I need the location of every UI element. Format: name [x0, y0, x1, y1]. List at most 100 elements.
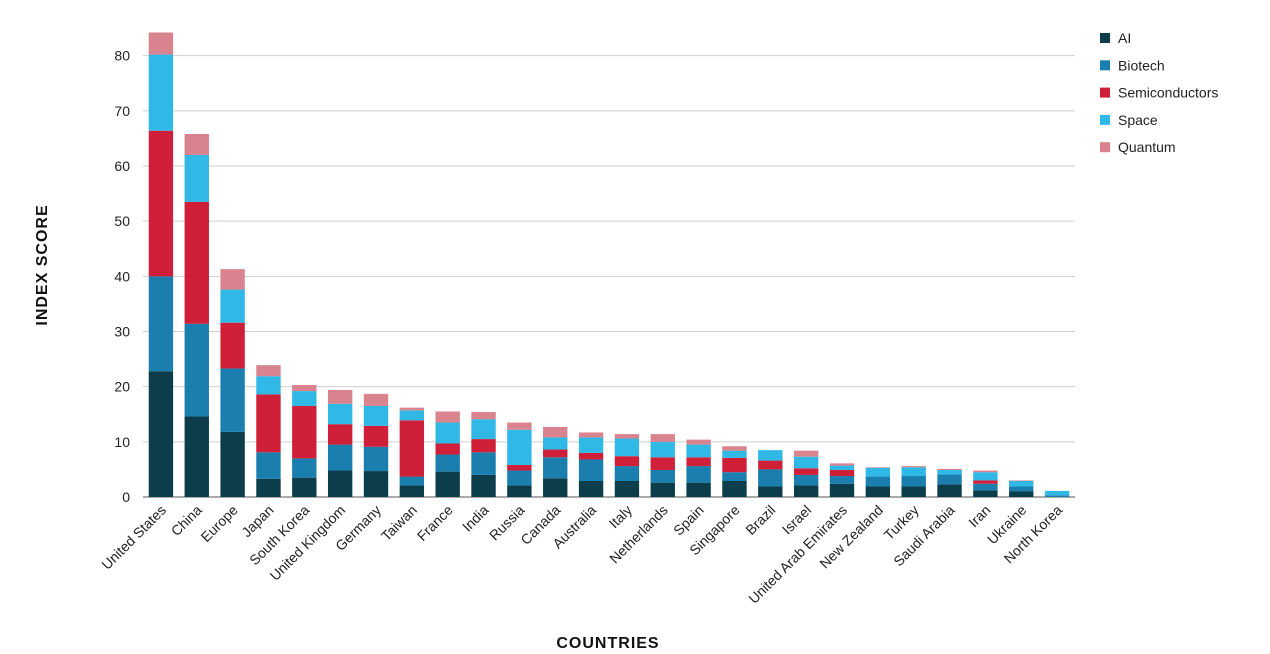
bar-russia-space	[507, 429, 532, 466]
x-axis-title: COUNTRIES	[556, 635, 659, 652]
bar-north-korea-biotech	[1044, 495, 1070, 497]
bar-brazil-semiconductors	[758, 460, 783, 470]
bar-italy-quantum	[614, 434, 640, 439]
bar-spain-quantum	[686, 439, 711, 445]
bar-france-semiconductors	[435, 443, 460, 455]
bar-germany-space	[363, 405, 389, 426]
bar-singapore-semiconductors	[722, 457, 747, 473]
bar-spain-biotech	[686, 466, 711, 483]
y-tick-label: 60	[114, 158, 130, 174]
y-tick-label: 0	[122, 489, 130, 505]
bar-iran-quantum	[973, 470, 998, 473]
bar-netherlands-space	[650, 441, 675, 458]
bar-netherlands-semiconductors	[650, 457, 675, 470]
bar-india-semiconductors	[471, 439, 496, 453]
y-tick-label: 80	[114, 48, 130, 64]
bar-china-biotech	[184, 323, 209, 417]
legend-label-space: Space	[1118, 112, 1158, 128]
bar-singapore-quantum	[722, 446, 747, 451]
bar-australia-semiconductors	[578, 452, 604, 460]
bar-italy-ai	[614, 481, 640, 497]
legend: AI Biotech Semiconductors Space Quantum	[1100, 30, 1218, 155]
bar-united-kingdom-semiconductors	[327, 424, 353, 445]
bar-russia-semiconductors	[507, 465, 532, 471]
bar-south-korea-space	[292, 391, 317, 406]
bar-spain-space	[686, 444, 711, 458]
bar-china-semiconductors	[184, 201, 209, 324]
bar-germany-ai	[363, 471, 389, 497]
bar-united-arab-emirates-quantum	[829, 463, 855, 466]
bar-south-korea-biotech	[292, 458, 317, 478]
bar-singapore-space	[722, 450, 747, 458]
bar-turkey-biotech	[901, 476, 926, 487]
x-tick-label-new-zealand: New Zealand	[816, 502, 886, 572]
legend-swatch-biotech	[1100, 60, 1110, 71]
bar-israel-space	[793, 456, 819, 469]
x-tick-label-france: France	[414, 502, 456, 544]
x-tick-label-taiwan: Taiwan	[378, 502, 420, 544]
bar-israel-semiconductors	[793, 468, 819, 475]
x-tick-label-brazil: Brazil	[742, 502, 778, 538]
bar-china-space	[184, 154, 209, 202]
bar-united-arab-emirates-biotech	[829, 476, 855, 484]
bar-taiwan-semiconductors	[399, 420, 425, 477]
bar-united-states-quantum	[148, 32, 174, 55]
bar-taiwan-quantum	[399, 407, 425, 411]
x-tick-label-italy: Italy	[606, 502, 635, 531]
bar-israel-quantum	[793, 450, 819, 457]
bar-canada-biotech	[543, 457, 568, 479]
bar-netherlands-quantum	[650, 434, 675, 442]
bar-italy-semiconductors	[614, 456, 640, 467]
legend-swatch-ai	[1100, 33, 1110, 43]
bar-japan-semiconductors	[256, 394, 281, 453]
bar-france-space	[435, 422, 460, 444]
x-tick-label-europe: Europe	[197, 502, 240, 545]
bar-australia-quantum	[578, 432, 604, 438]
bar-israel-biotech	[793, 474, 819, 486]
legend-swatch-space	[1100, 114, 1110, 125]
bar-canada-quantum	[543, 426, 568, 438]
bar-taiwan-biotech	[399, 476, 425, 486]
bar-europe-biotech	[220, 368, 245, 432]
bar-spain-semiconductors	[686, 457, 711, 467]
bar-canada-ai	[543, 478, 568, 497]
legend-label-quantum: Quantum	[1118, 139, 1176, 155]
bar-france-ai	[435, 471, 460, 497]
legend-label-ai: AI	[1118, 30, 1131, 46]
bar-united-states-ai	[148, 371, 174, 497]
bar-taiwan-space	[399, 410, 425, 421]
bar-ukraine-space	[1009, 481, 1034, 487]
bar-japan-ai	[256, 478, 281, 497]
bar-japan-quantum	[256, 365, 281, 377]
bar-taiwan-ai	[399, 485, 425, 497]
bar-australia-space	[578, 437, 604, 453]
bar-singapore-ai	[722, 481, 747, 497]
bar-italy-biotech	[614, 466, 640, 482]
bar-spain-ai	[686, 482, 711, 497]
bar-turkey-ai	[901, 486, 926, 497]
bar-united-states-semiconductors	[148, 130, 174, 277]
bar-israel-ai	[793, 485, 819, 497]
bar-europe-ai	[220, 431, 245, 497]
bar-canada-space	[543, 437, 568, 450]
bar-netherlands-ai	[650, 482, 675, 497]
bar-japan-biotech	[256, 452, 281, 479]
bar-turkey-quantum	[901, 466, 926, 468]
bar-japan-space	[256, 376, 281, 395]
bar-iran-space	[973, 472, 998, 481]
bar-australia-ai	[578, 481, 604, 497]
bar-iran-semiconductors	[973, 480, 998, 484]
bar-france-biotech	[435, 454, 460, 472]
bar-ukraine-biotech	[1009, 486, 1034, 492]
legend-swatch-semiconductors	[1100, 87, 1110, 98]
bar-united-kingdom-quantum	[327, 389, 353, 404]
bars	[148, 32, 1070, 497]
y-tick-label: 10	[114, 434, 130, 450]
bar-india-biotech	[471, 452, 496, 475]
bar-brazil-biotech	[758, 469, 783, 487]
legend-label-biotech: Biotech	[1118, 57, 1165, 73]
bar-russia-biotech	[507, 470, 532, 486]
y-axis-ticks: 0 10 20 30 40 50 60 70 80	[114, 48, 130, 505]
